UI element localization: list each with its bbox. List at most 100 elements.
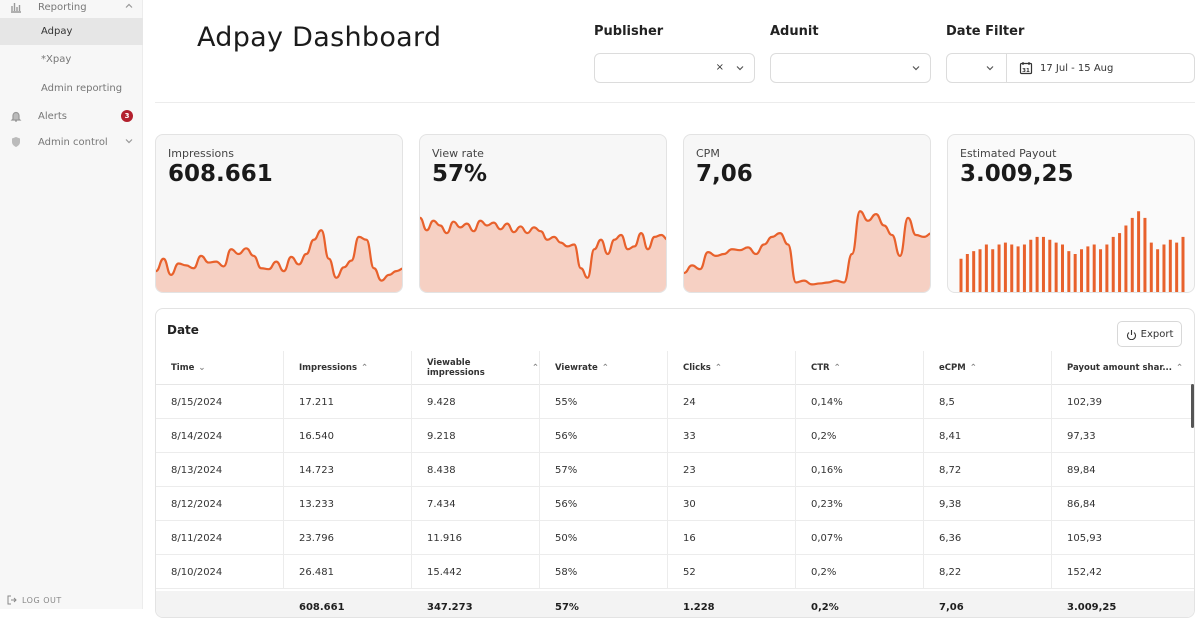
view-rate-sparkline [420, 216, 666, 292]
payout-bar [991, 249, 995, 292]
payout-bar [984, 244, 988, 292]
kpi-card-estimated-payout: Estimated Payout 3.009,25 [947, 134, 1195, 293]
column-header[interactable]: Impressions ⌃ [284, 351, 412, 385]
chevron-down-icon [912, 66, 920, 71]
kpi-value: 608.661 [168, 161, 273, 187]
adunit-select[interactable] [770, 53, 931, 83]
bar-chart-icon [11, 3, 21, 13]
clear-icon[interactable]: × [715, 62, 724, 73]
sort-asc-icon[interactable]: ⌃ [969, 363, 977, 373]
column-header[interactable]: Time ⌄ [156, 351, 284, 385]
sidebar-item-adpay[interactable]: Adpay [0, 18, 143, 45]
payout-bar [1181, 236, 1185, 292]
export-label: Export [1140, 328, 1174, 340]
table-cell: 15.442 [412, 555, 540, 589]
table-cell: 8/15/2024 [156, 385, 284, 419]
sidebar-item-admin-reporting[interactable]: Admin reporting [0, 75, 143, 102]
payout-bar [1010, 244, 1014, 292]
date-range-picker[interactable]: 31 17 Jul - 15 Aug [1006, 53, 1195, 83]
kpi-card-impressions: Impressions 608.661 [155, 134, 403, 293]
payout-bar [1175, 242, 1179, 292]
total-cell: 3.009,25 [1067, 602, 1117, 613]
payout-bar [1092, 244, 1096, 292]
kpi-value: 7,06 [696, 161, 753, 187]
table-cell: 50% [540, 521, 668, 555]
sort-asc-icon[interactable]: ⌃ [833, 363, 841, 373]
chevron-down-icon [125, 139, 133, 144]
table-cell: 8.438 [412, 453, 540, 487]
sidebar-item-alerts[interactable]: Alerts 3 [0, 103, 143, 129]
logout-icon [7, 595, 17, 605]
column-header-label: CTR [811, 363, 830, 373]
date-range-value: 17 Jul - 15 Aug [1040, 62, 1114, 74]
sidebar-item-label: Admin control [38, 136, 108, 148]
kpi-label: Impressions [168, 147, 234, 160]
logout-button[interactable]: LOG OUT [7, 595, 62, 605]
sort-asc-icon[interactable]: ⌃ [531, 363, 539, 373]
kpi-value: 3.009,25 [960, 161, 1074, 187]
sort-desc-icon[interactable]: ⌄ [198, 363, 206, 373]
total-cell [156, 591, 284, 617]
payout-bar [1099, 249, 1103, 292]
sparkline-line [684, 210, 930, 286]
table-cell: 56% [540, 419, 668, 453]
date-preset-select[interactable] [946, 53, 1007, 83]
payout-bar [1035, 236, 1039, 292]
export-icon [1126, 329, 1136, 340]
column-header[interactable]: Clicks ⌃ [668, 351, 796, 385]
sidebar-item-admin-control[interactable]: Admin control [0, 129, 143, 155]
sidebar-item-xpay[interactable]: *Xpay [0, 46, 143, 73]
sparkline-line [420, 216, 666, 279]
payout-bar [1086, 246, 1090, 292]
sort-asc-icon[interactable]: ⌃ [1176, 363, 1184, 373]
adunit-label: Adunit [770, 24, 819, 39]
kpi-card-cpm: CPM 7,06 [683, 134, 931, 293]
payout-bar [1041, 236, 1045, 292]
column-header[interactable]: eCPM ⌃ [924, 351, 1052, 385]
sort-asc-icon[interactable]: ⌃ [714, 363, 722, 373]
column-header[interactable]: Viewrate ⌃ [540, 351, 668, 385]
column-header[interactable]: Viewable impressions ⌃ [412, 351, 540, 385]
publisher-label: Publisher [594, 24, 664, 39]
table-cell: 30 [668, 487, 796, 521]
table-total-row: 608.661 347.273 57% 1.228 0,2% 7,06 3.009,25 [156, 591, 1194, 617]
table-cell: 58% [540, 555, 668, 589]
table-cell: 8,5 [924, 385, 1052, 419]
table-cell: 23.796 [284, 521, 412, 555]
publisher-select[interactable]: × [594, 53, 755, 83]
payout-bar [972, 251, 976, 292]
sort-asc-icon[interactable]: ⌃ [361, 363, 369, 373]
payout-bar [1054, 242, 1058, 292]
column-header-label: eCPM [939, 363, 966, 373]
header-divider [155, 102, 1195, 103]
table-row: 8/15/2024 17.211 9.428 55% 24 0,14% 8,5 102,39 [156, 385, 1194, 419]
table-cell: 17.211 [284, 385, 412, 419]
export-button[interactable]: Export [1117, 321, 1182, 347]
total-cell: 347.273 [427, 602, 473, 613]
payout-bar [1067, 251, 1071, 292]
payout-bar [1137, 211, 1141, 292]
table-cell: 8,72 [924, 453, 1052, 487]
total-cell: 57% [555, 602, 579, 613]
table-cell: 9,38 [924, 487, 1052, 521]
payout-bar [1029, 239, 1033, 292]
sidebar-item-reporting[interactable]: Reporting [0, 0, 143, 20]
scrollbar-thumb[interactable] [1191, 384, 1194, 428]
table-cell: 86,84 [1067, 498, 1096, 510]
payout-bar [1022, 244, 1026, 292]
table-cell: 24 [668, 385, 796, 419]
payout-bar [959, 258, 963, 292]
kpi-card-view-rate: View rate 57% [419, 134, 667, 293]
table-cell: 14.723 [284, 453, 412, 487]
total-cell: 0,2% [811, 602, 839, 613]
column-header-label: Time [171, 363, 195, 373]
payout-bar [1130, 217, 1134, 292]
column-header[interactable]: CTR ⌃ [796, 351, 924, 385]
total-cell: 1.228 [683, 602, 715, 613]
sort-asc-icon[interactable]: ⌃ [601, 363, 609, 373]
column-header[interactable]: Payout amount shar... ⌃ [1052, 351, 1194, 385]
sidebar-item-label: Alerts [38, 110, 68, 122]
table-cell: 8/12/2024 [156, 487, 284, 521]
table-cell: 0,2% [796, 419, 924, 453]
chevron-down-icon [736, 66, 744, 71]
